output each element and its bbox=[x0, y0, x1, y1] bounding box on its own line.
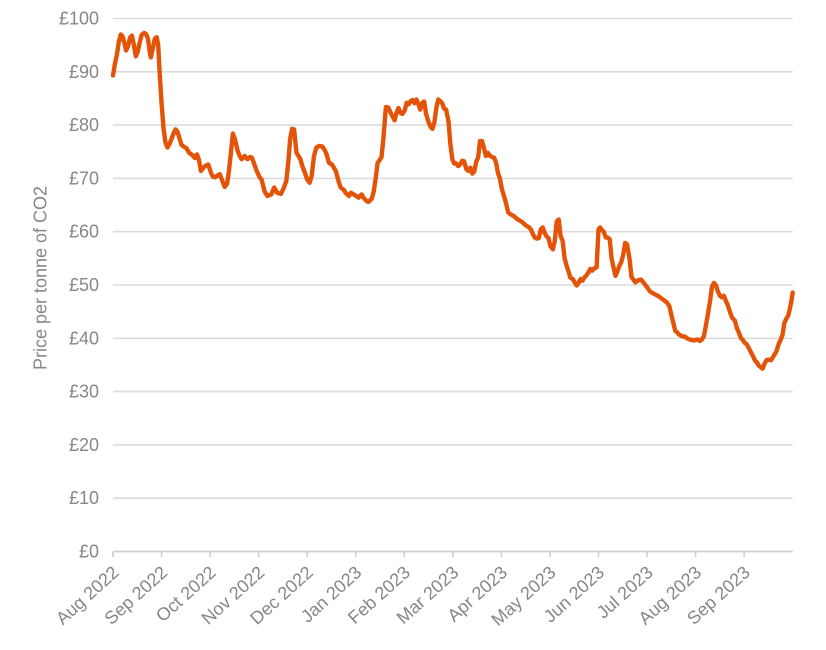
y-tick-label: £70 bbox=[69, 168, 99, 188]
y-tick-label: £90 bbox=[69, 62, 99, 82]
y-tick-label: £20 bbox=[69, 435, 99, 455]
gridlines bbox=[113, 17, 793, 500]
y-tick-label: £0 bbox=[79, 542, 99, 562]
y-tick-label: £10 bbox=[69, 488, 99, 508]
y-tick-label: £100 bbox=[59, 9, 99, 29]
price-line bbox=[110, 30, 795, 371]
y-tick-label: £60 bbox=[69, 222, 99, 242]
y-tick-label: £40 bbox=[69, 328, 99, 348]
y-axis-labels: £0 £10 £20 £30 £40 £50 £60 £70 £80 £90 £100 bbox=[59, 9, 99, 562]
y-tick-label: £30 bbox=[69, 382, 99, 402]
y-tick-label: £50 bbox=[69, 275, 99, 295]
y-axis-title: Price per tonne of CO2 bbox=[30, 185, 51, 371]
x-axis bbox=[112, 550, 793, 557]
y-tick-label: £80 bbox=[69, 115, 99, 135]
